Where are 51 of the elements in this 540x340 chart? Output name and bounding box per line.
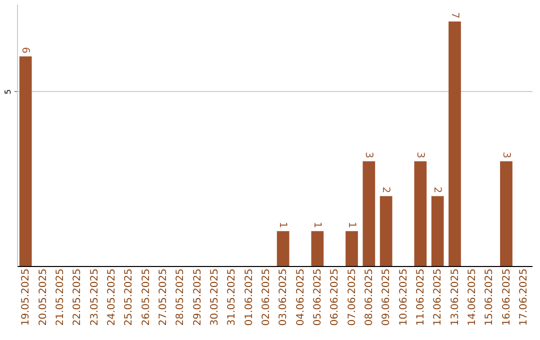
x-tick-label: 15.06.2025 — [484, 268, 496, 326]
x-tick-label: 31.05.2025 — [226, 268, 238, 326]
x-tick-label: 02.06.2025 — [260, 268, 272, 326]
x-tick-label: 10.06.2025 — [398, 268, 410, 326]
x-tick-label: 08.06.2025 — [364, 268, 375, 326]
data-label: 1 — [311, 222, 322, 228]
data-label: 3 — [414, 152, 426, 158]
x-tick-label: 14.06.2025 — [466, 268, 478, 326]
x-tick-label: 25.05.2025 — [124, 268, 135, 326]
data-label: 2 — [432, 186, 443, 194]
x-tick-label: 28.05.2025 — [175, 268, 186, 326]
x-tick-label: 12.06.2025 — [432, 268, 444, 326]
x-tick-label: 20.05.2025 — [38, 268, 49, 326]
x-tick-label: 13.06.2025 — [450, 268, 461, 326]
bar — [380, 196, 392, 266]
data-label: 1 — [277, 222, 288, 228]
data-label: 3 — [500, 152, 512, 158]
x-tick-label: 21.05.2025 — [54, 268, 66, 326]
x-tick-label: 05.06.2025 — [312, 268, 324, 326]
bar — [431, 196, 444, 266]
x-tick-label: 09.06.2025 — [381, 268, 392, 326]
x-tick-label: 11.06.2025 — [415, 268, 426, 326]
x-tick-label: 22.05.2025 — [72, 268, 84, 326]
x-tick-label: 29.05.2025 — [192, 268, 204, 326]
bar — [414, 161, 427, 266]
bar — [448, 21, 461, 266]
x-tick-label: 16.06.2025 — [501, 268, 512, 326]
data-label: 2 — [380, 186, 392, 194]
x-tick-label: 07.06.2025 — [346, 268, 358, 326]
x-tick-label: 03.06.2025 — [278, 268, 290, 326]
x-tick-label: 30.05.2025 — [209, 268, 220, 326]
x-tick-label: 17.06.2025 — [518, 268, 530, 326]
bar — [311, 231, 324, 266]
data-label: 6 — [20, 47, 31, 54]
x-tick-label: 23.05.2025 — [89, 268, 100, 326]
x-tick-label: 19.05.2025 — [20, 268, 32, 326]
bar — [500, 161, 512, 266]
bar — [276, 231, 290, 266]
bar — [346, 231, 358, 266]
x-tick-label: 06.06.2025 — [330, 268, 341, 326]
x-tick-label: 04.06.2025 — [295, 268, 306, 326]
bar — [362, 161, 376, 266]
data-label: 3 — [362, 152, 374, 158]
bar — [19, 56, 32, 266]
y-tick-label: 5 — [4, 89, 12, 94]
x-tick-label: 26.05.2025 — [140, 268, 152, 326]
x-tick-label: 27.05.2025 — [158, 268, 169, 326]
x-tick-label: 24.05.2025 — [106, 268, 118, 326]
data-label: 1 — [346, 222, 357, 228]
x-tick-label: 01.06.2025 — [244, 268, 255, 326]
data-label: 7 — [448, 12, 460, 18]
